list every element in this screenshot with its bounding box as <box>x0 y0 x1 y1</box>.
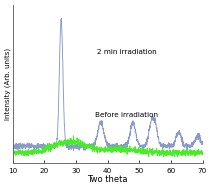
Y-axis label: Intensity (Arb. units): Intensity (Arb. units) <box>5 48 11 120</box>
Text: Before irradiation: Before irradiation <box>95 112 158 118</box>
X-axis label: Two theta: Two theta <box>87 175 128 184</box>
Text: 2 min irradiation: 2 min irradiation <box>97 49 156 55</box>
